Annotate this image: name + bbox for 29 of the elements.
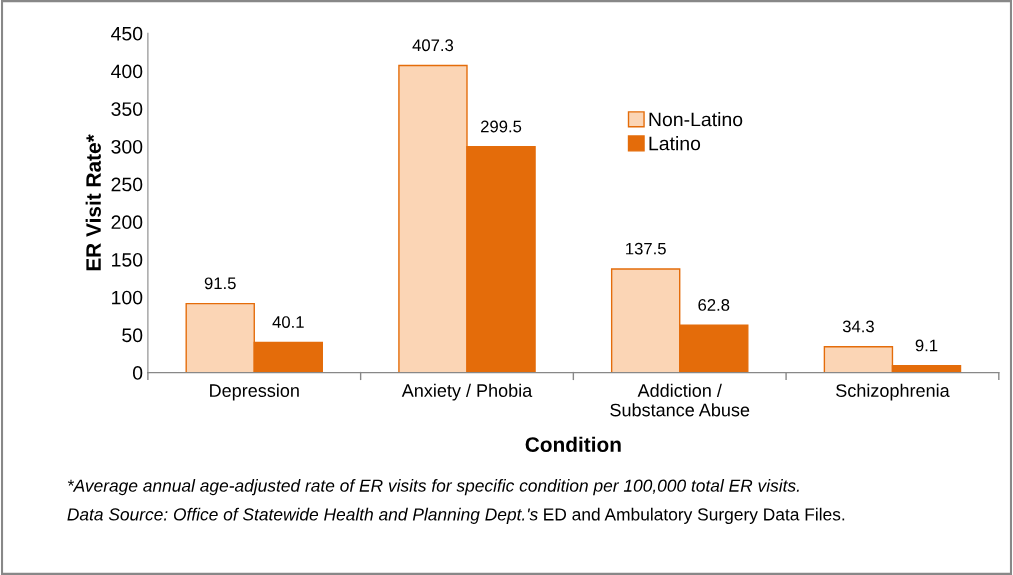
data-label: 137.5 [626,242,666,255]
y-axis-title: ER Visit Rate* [85,134,101,271]
x-tick-label: Schizophrenia [836,383,950,401]
text: *Average annual age-adjusted rate of ER visits for specific condition per 100,000 total ER visits. [67,479,799,496]
legend-label: Latino [649,136,701,151]
y-tick-label: 250 [111,177,143,192]
text: ED and Ambulatory Surgery Data Files. [544,507,845,524]
x-tick-label: Addiction / Substance Abuse [610,383,750,417]
y-tick-label: 350 [111,102,143,116]
data-label: 62.8 [698,299,730,311]
data-label: 91.5 [204,277,236,290]
y-tick-label: 50 [122,328,143,343]
source-note: Data Source: Office of Statewide Health and Planning Dept.'s [67,507,538,524]
data-label: 407.3 [412,39,454,52]
y-tick-label: 200 [111,215,143,230]
y-tick-label: 150 [112,252,143,267]
data-label: 40.1 [272,316,304,328]
x-axis-title: Condition [525,436,621,452]
x-tick-label: Anxiety / Phobia [401,383,533,401]
y-tick-label: 0 [132,366,143,380]
y-tick-label: 300 [111,139,143,154]
y-tick-label: 100 [112,290,143,305]
data-label: 34.3 [842,320,874,333]
x-tick-label: Depression [210,383,299,401]
data-label: 9.1 [915,339,938,352]
data-label: 299.5 [481,120,522,133]
legend-label: Non-Latino [649,112,743,127]
y-tick-label: 450 [111,26,143,41]
y-tick-label: 400 [111,64,143,79]
